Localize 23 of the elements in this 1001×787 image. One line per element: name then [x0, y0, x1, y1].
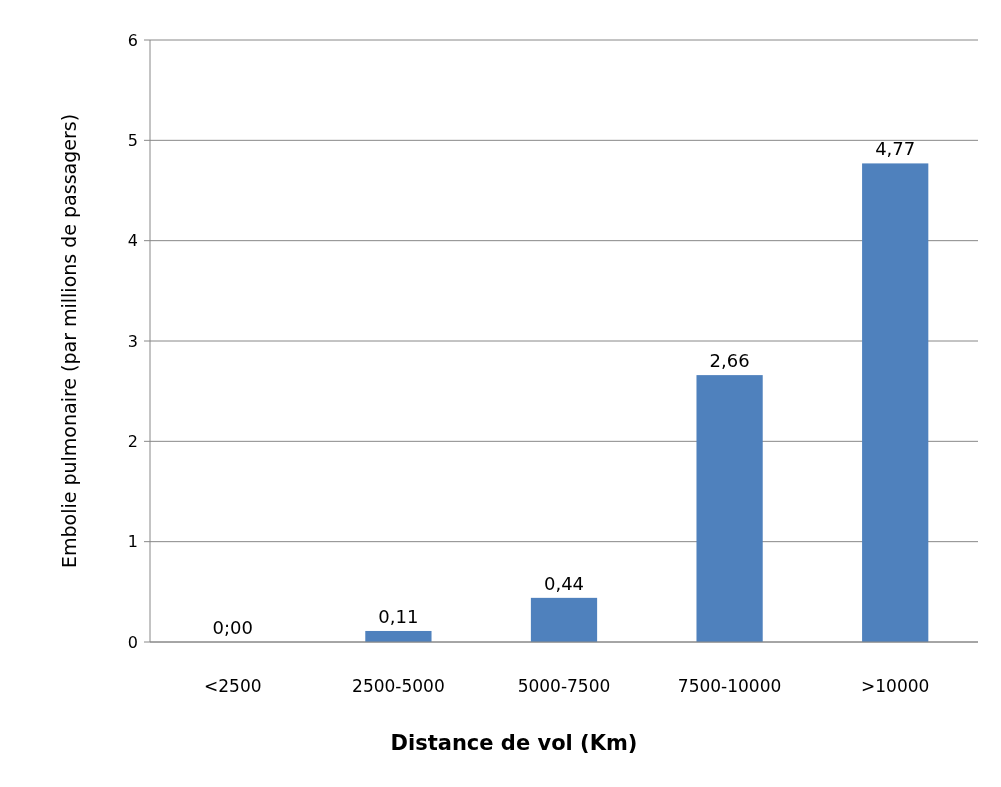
y-axis-title: Embolie pulmonaire (par millions de passagers): [58, 113, 80, 569]
y-tick-label: 4: [127, 231, 138, 251]
data-label: 2,66: [709, 350, 750, 372]
y-tick-label: 5: [127, 130, 138, 150]
y-tick-label: 0: [127, 632, 138, 652]
x-tick-label: 2500-5000: [352, 676, 445, 696]
x-tick-label: >10000: [861, 676, 930, 696]
x-tick-label: 7500-10000: [677, 676, 782, 696]
bar: [696, 375, 763, 642]
y-tick-label: 6: [127, 30, 138, 50]
bar: [530, 597, 598, 642]
data-label: 0;00: [212, 617, 254, 638]
data-label: 0,44: [543, 572, 585, 594]
x-tick-label: 5000-7500: [517, 676, 611, 696]
data-label: 4,77: [875, 138, 916, 160]
bar: [365, 630, 432, 642]
data-label: 0,11: [378, 605, 419, 627]
y-tick-label: 3: [127, 331, 138, 351]
y-tick-label: 1: [127, 532, 138, 552]
y-tick-label: 2: [127, 431, 138, 451]
x-axis-title: Distance de vol (Km): [390, 731, 638, 755]
x-tick-label: <2500: [204, 676, 262, 696]
bar: [862, 163, 929, 642]
